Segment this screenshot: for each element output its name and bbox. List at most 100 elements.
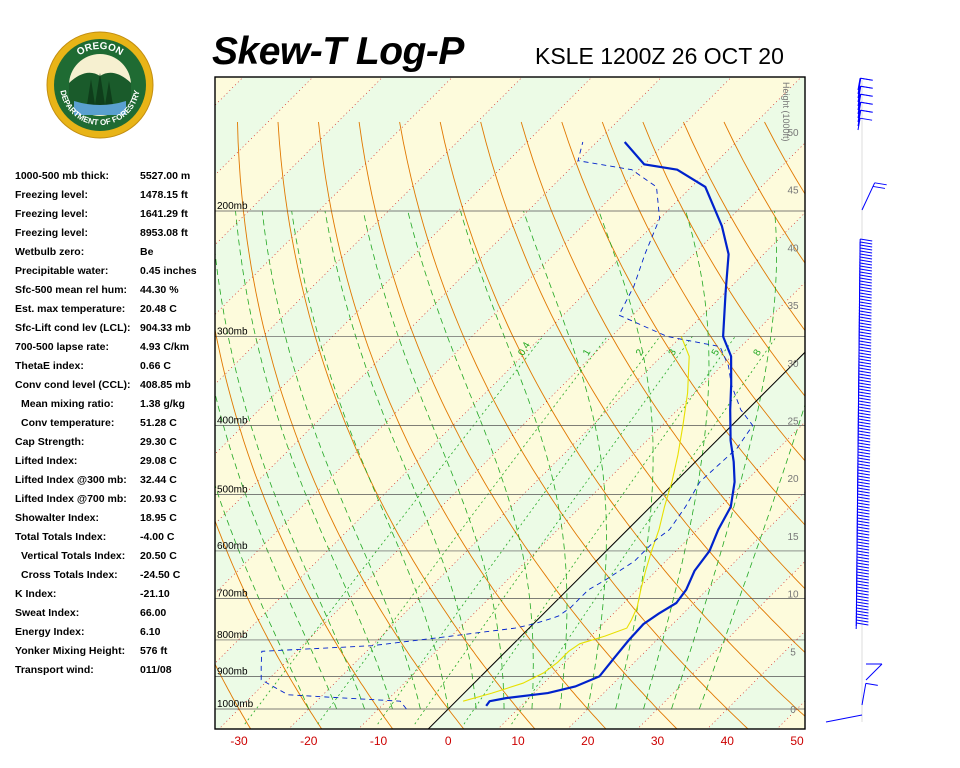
station-time-label: KSLE 1200Z 26 OCT 20 xyxy=(535,43,784,69)
wind-barb-flag xyxy=(858,415,871,419)
index-row: Showalter Index: 18.95 C xyxy=(15,509,215,528)
wind-barb-flag xyxy=(857,484,870,488)
index-value: 0.45 inches xyxy=(140,265,197,277)
wind-barb-flag xyxy=(859,301,872,305)
wind-barb-flag xyxy=(856,589,869,593)
wind-barb-flag xyxy=(860,250,873,254)
wind-barb-flag xyxy=(859,319,872,323)
index-value: 20.50 C xyxy=(140,550,177,562)
index-row: Mean mixing ratio: 1.38 g/kg xyxy=(15,395,215,414)
wind-barb-flag xyxy=(857,487,870,491)
wind-barb-flag xyxy=(859,322,872,326)
index-row: Conv temperature: 51.28 C xyxy=(15,414,215,433)
dry-adiabat xyxy=(215,519,323,729)
index-label: Total Totals Index: xyxy=(15,531,107,543)
wind-barb-flag xyxy=(858,406,871,410)
wind-barb-flag xyxy=(858,364,872,368)
wind-barb xyxy=(857,94,861,107)
pressure-label: 200mb xyxy=(217,201,248,212)
wind-barb-flag xyxy=(859,259,873,263)
isotherm-line xyxy=(218,142,805,729)
wind-barb-flag xyxy=(859,253,873,257)
pressure-label: 900mb xyxy=(217,666,248,677)
index-label: Conv temperature: xyxy=(21,417,115,429)
wind-barb-flag xyxy=(858,427,871,431)
wind-barb-flag xyxy=(859,325,872,329)
index-value: 18.95 C xyxy=(140,512,177,524)
wind-barb-flag xyxy=(858,430,871,434)
index-value: 4.93 C/km xyxy=(140,341,190,353)
wind-barb-flag xyxy=(856,583,869,587)
mixing-ratio-label: 2 xyxy=(634,347,647,358)
mixing-ratio-label: 8 xyxy=(752,347,765,358)
wind-barb-flag xyxy=(859,310,872,314)
index-label: 1000-500 mb thick: xyxy=(15,170,109,182)
wind-barb-flag xyxy=(859,340,872,344)
dry-adiabat xyxy=(358,121,678,729)
wind-barb-flag xyxy=(856,595,869,599)
dry-adiabat xyxy=(318,121,607,729)
wind-barb xyxy=(857,94,862,111)
wind-barb xyxy=(857,102,861,115)
height-tick-label: 15 xyxy=(787,532,799,543)
wind-barb-flag xyxy=(856,586,869,590)
index-label: Freezing level: xyxy=(15,189,88,201)
wind-barb-flag xyxy=(860,247,873,251)
index-value: 5527.00 m xyxy=(140,170,191,182)
moist-adiabat xyxy=(407,210,534,709)
wind-barb-flag xyxy=(858,445,871,449)
wind-barb-flag xyxy=(858,409,871,413)
wind-barb-flag xyxy=(856,601,869,605)
index-value: Be xyxy=(140,246,154,258)
mixing-ratio-label: 3 xyxy=(667,347,680,358)
height-tick-label: 50 xyxy=(787,128,799,139)
wind-barb-flag xyxy=(856,556,870,560)
wind-barb-flag xyxy=(857,478,870,482)
index-value: 32.44 C xyxy=(140,474,177,486)
wind-barb-flag xyxy=(858,376,871,380)
wind-barb-flag xyxy=(857,541,870,545)
pressure-label: 1000mb xyxy=(217,699,254,710)
index-label: Yonker Mixing Height: xyxy=(15,645,126,657)
dry-adiabat xyxy=(480,121,805,654)
wind-barb-flag xyxy=(856,616,869,620)
height-tick-label: 30 xyxy=(787,359,799,370)
wind-barb-flag xyxy=(858,424,871,428)
wind-barb-flag xyxy=(858,367,872,371)
wind-barb-flag xyxy=(858,442,871,446)
wind-barb-flag xyxy=(858,436,871,440)
index-row: Freezing level: 8953.08 ft xyxy=(15,224,215,243)
index-row: Cap Strength: 29.30 C xyxy=(15,433,215,452)
isotherm-line xyxy=(215,77,802,664)
wind-barb-flag xyxy=(860,77,873,81)
index-row: Total Totals Index: -4.00 C xyxy=(15,528,215,547)
isotherm-line xyxy=(0,0,184,738)
wind-barb-flag xyxy=(856,580,869,584)
wind-barb-flag xyxy=(860,85,873,89)
wind-barb xyxy=(857,118,861,131)
index-label: Freezing level: xyxy=(15,227,88,239)
wind-barb-flag xyxy=(856,565,870,569)
wind-barb-flag xyxy=(856,610,869,614)
wind-barb-flag xyxy=(857,535,870,539)
wind-barb-flag xyxy=(857,475,870,479)
index-label: Sweat Index: xyxy=(15,607,80,619)
index-row: Lifted Index: 29.08 C xyxy=(15,452,215,471)
height-axis-label: Height (1000ft) xyxy=(781,82,791,142)
wind-barb-flag xyxy=(859,331,872,335)
x-tick-label: 40 xyxy=(721,734,735,748)
index-label: Precipitable water: xyxy=(15,265,109,277)
wind-barb xyxy=(857,86,861,99)
wind-barb-flag xyxy=(857,544,870,548)
wind-barb-flag xyxy=(859,337,872,341)
moist-adiabat xyxy=(523,210,607,710)
wind-barb-flag xyxy=(859,268,872,272)
pressure-label: 800mb xyxy=(217,630,248,641)
wind-barb-flag xyxy=(859,271,872,275)
wind-barb-flag xyxy=(872,185,886,189)
wind-barb-flag xyxy=(857,481,870,485)
height-tick-label: 0 xyxy=(790,705,796,716)
x-tick-label: 10 xyxy=(511,734,525,748)
wind-barb xyxy=(857,110,861,123)
index-label: Showalter Index: xyxy=(15,512,100,524)
